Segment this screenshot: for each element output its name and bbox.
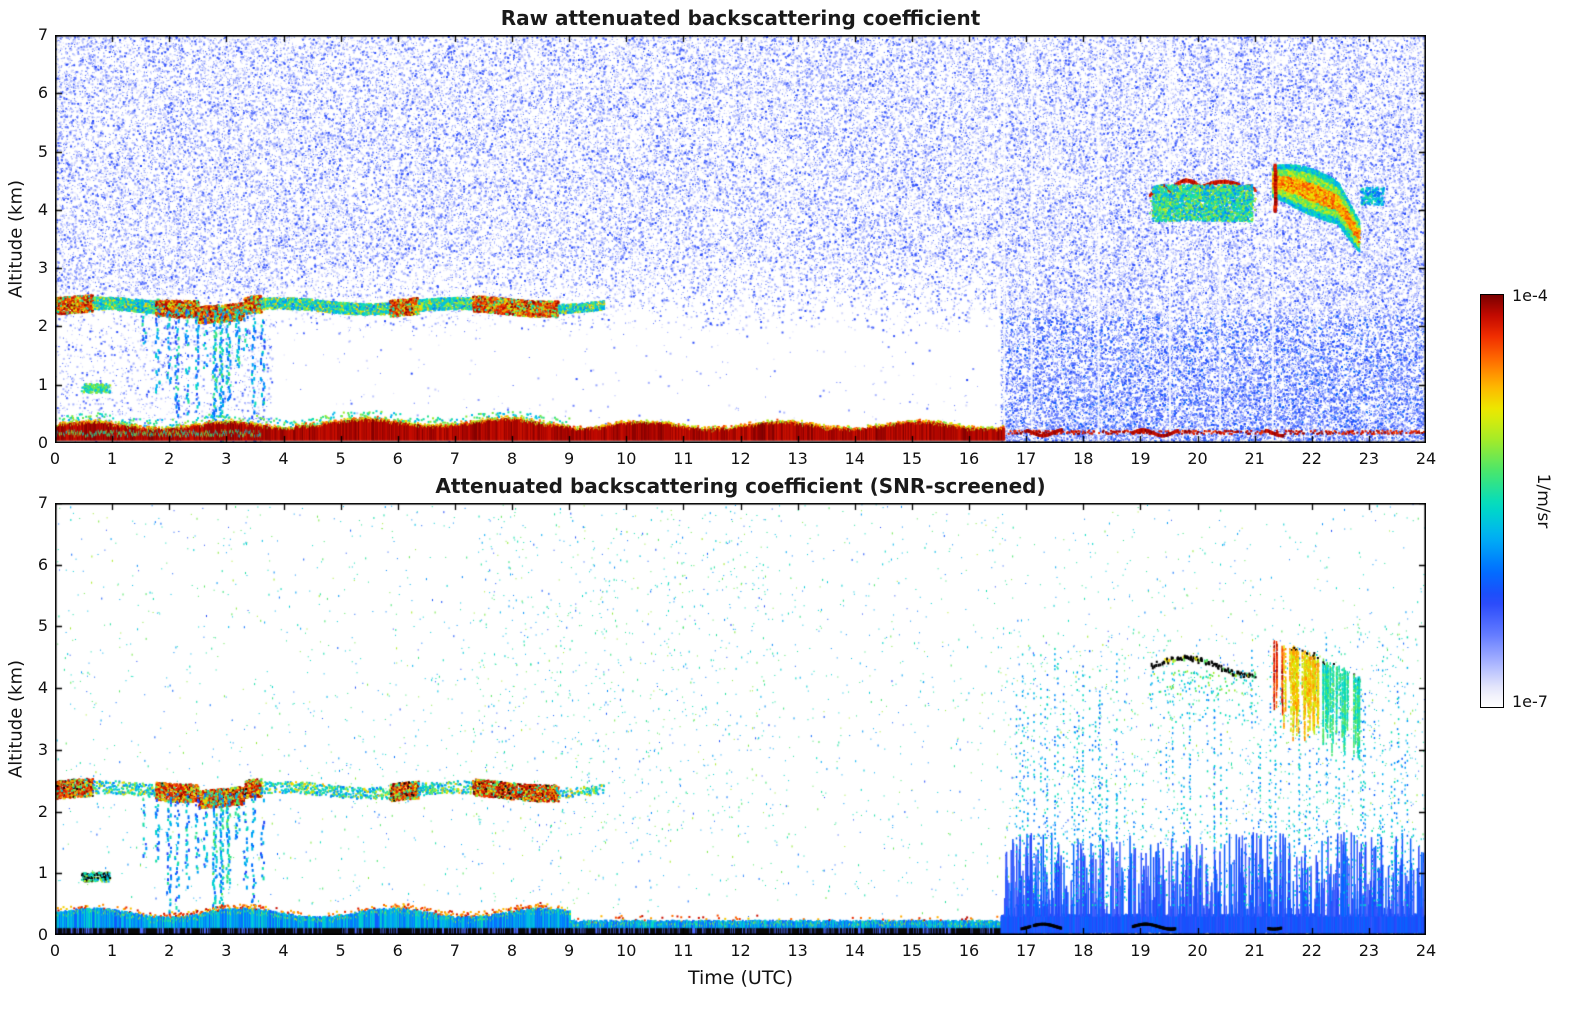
y-tick-label: 5 (37, 141, 48, 161)
x-tick-label: 10 (616, 941, 637, 960)
x-tick-label: 12 (730, 449, 751, 468)
x-tick-label: 20 (1187, 449, 1208, 468)
x-tick-label: 11 (673, 941, 694, 960)
colorbar (1480, 294, 1504, 708)
y-tick-label: 7 (37, 493, 48, 512)
x-tick-label: 7 (449, 941, 460, 960)
x-tick-label: 16 (958, 449, 980, 468)
x-tick-label: 2 (164, 941, 175, 960)
x-tick-label: 20 (1187, 941, 1208, 960)
x-tick-label: 9 (564, 941, 575, 960)
y-tick-label: 4 (37, 199, 48, 219)
raw-heatmap-canvas (55, 35, 1426, 443)
x-tick-label: 8 (506, 449, 518, 468)
x-tick-label: 14 (844, 449, 865, 468)
x-tick-label: 19 (1130, 941, 1151, 960)
x-tick-label: 24 (1415, 941, 1437, 960)
x-tick-label: 9 (564, 449, 575, 468)
x-tick-label: 17 (1015, 941, 1037, 960)
x-tick-label: 7 (449, 449, 460, 468)
x-tick-label: 22 (1301, 941, 1322, 960)
colorbar-min-label: 1e-7 (1512, 692, 1548, 711)
y-tick-label: 0 (37, 925, 48, 944)
x-tick-label: 2 (164, 449, 175, 468)
x-tick-label: 15 (901, 941, 923, 960)
y-tick-label: 5 (37, 616, 48, 636)
x-tick-label: 8 (506, 941, 518, 960)
x-tick-label: 10 (616, 449, 637, 468)
raw-y-axis-label: Altitude (km) (5, 179, 27, 299)
raw-panel-title: Raw attenuated backscattering coefficien… (500, 6, 981, 30)
x-tick-label: 22 (1301, 449, 1322, 468)
y-tick-label: 0 (37, 433, 48, 452)
x-tick-label: 4 (278, 941, 289, 960)
x-tick-label: 21 (1244, 941, 1265, 960)
y-tick-label: 6 (37, 83, 48, 103)
x-tick-label: 1 (107, 449, 118, 468)
x-tick-label: 13 (787, 941, 808, 960)
x-axis-label: Time (UTC) (687, 967, 794, 989)
colorbar-max-label: 1e-4 (1512, 286, 1548, 305)
x-tick-label: 21 (1244, 449, 1265, 468)
x-tick-label: 23 (1358, 941, 1380, 960)
y-tick-label: 3 (37, 739, 48, 759)
x-tick-label: 13 (787, 449, 808, 468)
x-tick-label: 14 (844, 941, 865, 960)
x-tick-label: 18 (1073, 449, 1094, 468)
x-tick-label: 23 (1358, 449, 1380, 468)
screened-heatmap-canvas (55, 503, 1426, 935)
x-tick-label: 17 (1015, 449, 1037, 468)
y-tick-label: 4 (37, 678, 48, 698)
y-tick-label: 1 (37, 863, 48, 883)
x-tick-label: 12 (730, 941, 751, 960)
x-tick-label: 16 (958, 941, 980, 960)
x-tick-label: 1 (107, 941, 118, 960)
x-tick-label: 6 (392, 449, 403, 468)
x-tick-label: 24 (1415, 449, 1437, 468)
x-tick-label: 11 (673, 449, 694, 468)
x-tick-label: 3 (221, 941, 232, 960)
y-tick-label: 3 (37, 258, 48, 278)
colorbar-unit-label: 1/m/sr (1533, 473, 1553, 529)
y-tick-label: 1 (37, 374, 48, 394)
y-tick-label: 2 (37, 801, 48, 821)
x-tick-label: 0 (49, 449, 61, 468)
x-tick-label: 0 (49, 941, 61, 960)
x-tick-label: 15 (901, 449, 923, 468)
x-tick-label: 6 (392, 941, 403, 960)
x-tick-label: 5 (335, 941, 346, 960)
x-tick-label: 3 (221, 449, 232, 468)
y-tick-label: 6 (37, 554, 48, 574)
x-tick-label: 19 (1130, 449, 1151, 468)
x-tick-label: 4 (278, 449, 289, 468)
y-tick-label: 2 (37, 316, 48, 336)
x-tick-label: 18 (1073, 941, 1094, 960)
screened-panel-title: Attenuated backscattering coefficient (S… (435, 474, 1046, 498)
y-tick-label: 7 (37, 25, 48, 44)
x-tick-label: 5 (335, 449, 346, 468)
